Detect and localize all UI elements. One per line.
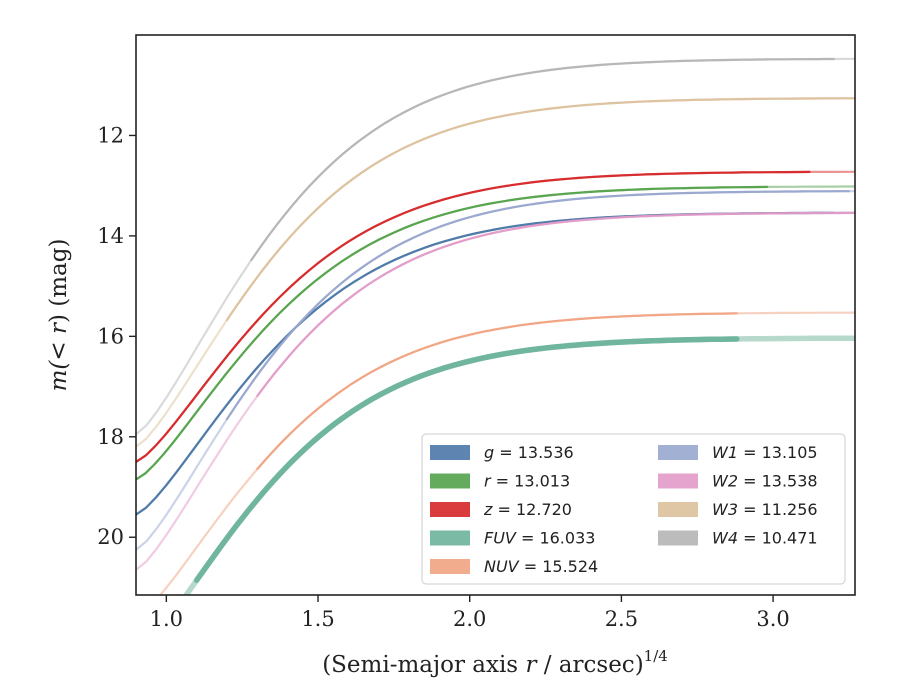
legend-swatch-nuv <box>430 559 470 574</box>
legend-band-value: = 12.720 <box>492 500 572 519</box>
plot-frame <box>135 34 856 596</box>
legend-swatch-w4 <box>658 530 698 546</box>
x-tick-label: 1.0 <box>150 607 183 631</box>
legend-label-w2: W2 = 13.538 <box>712 472 818 491</box>
legend-band-name: W1 <box>712 443 738 462</box>
legend-band-name: r <box>484 472 492 491</box>
y-tick-label: 20 <box>97 525 124 549</box>
y-tick-label: 16 <box>97 324 124 348</box>
x-axis-label: (Semi-major axis r / arcsec)1/4 <box>322 647 668 678</box>
legend-band-value: = 13.536 <box>494 443 574 462</box>
legend-band-value: = 16.033 <box>516 529 596 548</box>
legend-label-g: g = 13.536 <box>484 443 574 462</box>
legend-band-value: = 15.524 <box>519 557 599 576</box>
ticks-layer: 1.0 1.5 2.0 2.5 3.0 12 14 16 18 20 <box>97 123 790 631</box>
series-w4-extrapolated-line <box>136 57 855 436</box>
x-axis-label-prefix: (Semi-major axis <box>322 652 525 678</box>
x-tick-label: 3.0 <box>756 607 789 631</box>
y-tick-label: 12 <box>97 123 124 147</box>
series-z-line <box>136 170 811 463</box>
legend-band-name: W4 <box>712 529 738 548</box>
legend-swatch-z <box>430 502 470 517</box>
series-r-line <box>136 185 769 481</box>
series-w3-line <box>225 97 855 321</box>
series-w4-line <box>250 57 835 262</box>
legend-band-name: FUV <box>484 529 517 548</box>
x-axis-label-variable: r <box>525 652 538 678</box>
y-axis-label: m(< r) (mag) <box>46 239 72 392</box>
legend-band-value: = 13.105 <box>738 443 818 462</box>
y-axis-label-suffix: ) (mag) <box>46 239 72 323</box>
legend-band-name: W3 <box>712 500 738 519</box>
x-tick-label: 2.0 <box>453 607 486 631</box>
series-nuv-line <box>256 312 738 471</box>
legend-swatch-w3 <box>658 502 698 517</box>
y-tick-label: 18 <box>97 425 124 449</box>
legend-label-z: z = 12.720 <box>483 500 572 519</box>
legend-band-value: = 11.256 <box>738 500 818 519</box>
y-axis-label-variable: < r <box>46 321 72 361</box>
series-w1-line <box>225 190 851 421</box>
series-fuv-line <box>193 336 740 583</box>
legend-swatch-w2 <box>658 473 698 489</box>
y-axis-label-prefix: m( <box>46 360 72 392</box>
legend-swatch-r <box>430 473 470 489</box>
legend-swatch-g <box>430 445 470 460</box>
legend-label-w3: W3 = 11.256 <box>712 500 818 519</box>
legend-band-value: = 10.471 <box>738 529 818 548</box>
x-axis-label-suffix: / arcsec) <box>536 652 643 678</box>
legend-label-w1: W1 = 13.105 <box>712 443 818 462</box>
legend-label-w4: W4 = 10.471 <box>712 529 818 548</box>
legend-label-nuv: NUV = 15.524 <box>484 557 598 576</box>
x-tick-label: 1.5 <box>301 607 334 631</box>
legend-band-value: = 13.013 <box>491 472 571 491</box>
legend-band-name: NUV <box>484 557 520 576</box>
legend-frame <box>421 433 846 585</box>
x-tick-label: 2.5 <box>605 607 638 631</box>
series-layer <box>136 57 855 595</box>
legend-label-r: r = 13.013 <box>484 472 570 491</box>
series-w2-line <box>256 211 855 397</box>
y-tick-label: 14 <box>97 224 124 248</box>
legend-band-name: W2 <box>712 472 738 491</box>
legend-swatch-w1 <box>658 445 698 460</box>
legend-swatch-fuv <box>430 530 470 546</box>
legend-band-value: = 13.538 <box>738 472 818 491</box>
legend-label-fuv: FUV = 16.033 <box>484 529 595 548</box>
series-z-extrapolated-line <box>136 170 855 463</box>
x-axis-label-exponent: 1/4 <box>644 647 668 665</box>
legend-band-name: z <box>483 500 493 519</box>
legend-band-name: g <box>484 443 494 462</box>
